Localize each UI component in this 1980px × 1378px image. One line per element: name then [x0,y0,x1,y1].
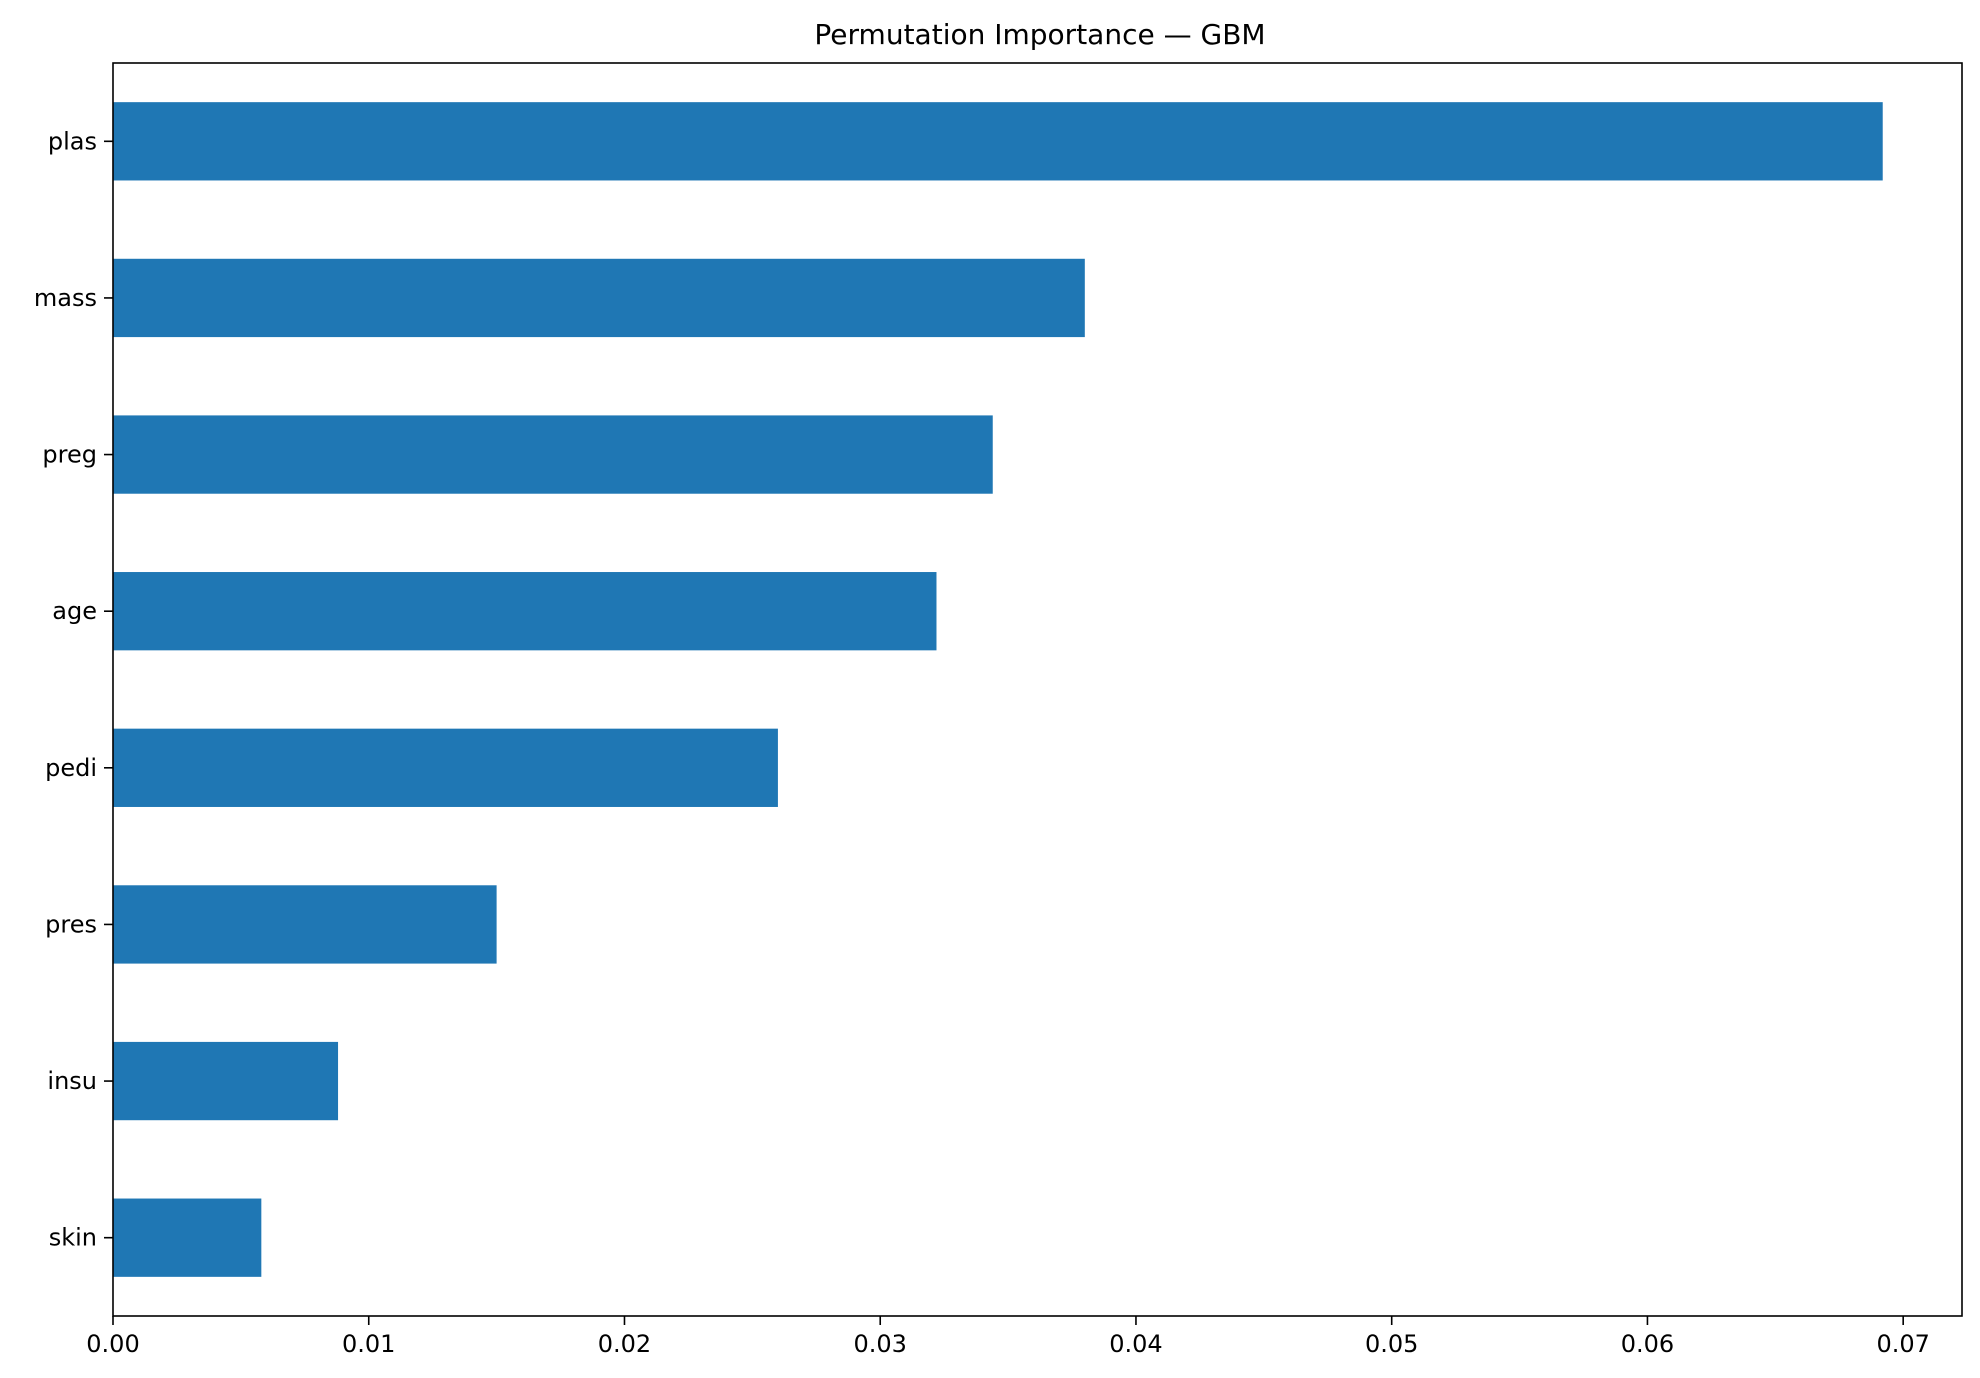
plot-frame [112,62,1963,1317]
x-tick-label: 0.02 [598,1330,651,1358]
chart-title: Permutation Importance — GBM [814,18,1265,51]
bar-plas [113,102,1883,181]
bar-preg [113,415,993,494]
y-tick-label: insu [47,1067,97,1095]
bars-group [113,102,1883,1277]
bar-skin [113,1198,262,1277]
y-tick-label: pedi [45,754,97,782]
bar-pres [113,885,497,964]
y-tick-label: age [52,597,97,625]
bar-insu [113,1041,339,1121]
bar-age [113,572,937,651]
x-tick-label: 0.00 [86,1330,139,1358]
y-tick-label: pres [45,910,97,938]
x-axis: 0.00 0.01 0.02 0.03 0.04 0.05 0.06 0.07 [86,1316,1930,1358]
bar-mass [113,258,1085,338]
x-tick-label: 0.06 [1621,1330,1674,1358]
y-axis: plas mass preg age pedi pres insu skin [34,127,113,1252]
bar-pedi [113,728,778,807]
x-tick-label: 0.03 [854,1330,907,1358]
y-tick-label: plas [48,127,97,155]
y-tick-label: preg [42,441,97,469]
x-tick-label: 0.07 [1876,1330,1929,1358]
x-tick-label: 0.04 [1109,1330,1162,1358]
y-tick-label: mass [34,284,97,312]
x-tick-label: 0.01 [342,1330,395,1358]
y-tick-label: skin [49,1224,97,1252]
x-tick-label: 0.05 [1365,1330,1418,1358]
